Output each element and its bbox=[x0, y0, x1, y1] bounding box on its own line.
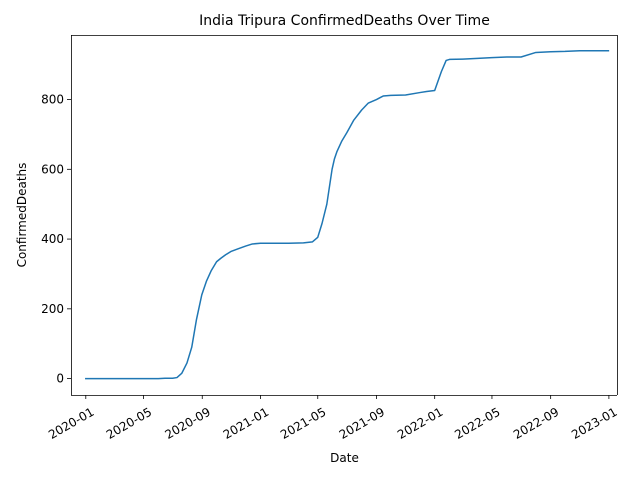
y-tick-label: 400 bbox=[41, 232, 64, 246]
y-tick-label: 200 bbox=[41, 302, 64, 316]
y-axis-ticks: 0 200 400 600 800 bbox=[41, 93, 71, 386]
y-tick-label: 600 bbox=[41, 162, 64, 176]
y-axis-title: ConfirmedDeaths bbox=[15, 163, 29, 268]
series-line-confirmed-deaths bbox=[85, 49, 610, 380]
axes-frame bbox=[71, 35, 618, 396]
chart-title: India Tripura ConfirmedDeaths Over Time bbox=[199, 13, 490, 29]
y-tick-label: 800 bbox=[41, 93, 64, 107]
x-axis-title: Date bbox=[330, 451, 359, 465]
y-tick-label: 0 bbox=[56, 372, 64, 386]
plot-area bbox=[85, 49, 610, 380]
